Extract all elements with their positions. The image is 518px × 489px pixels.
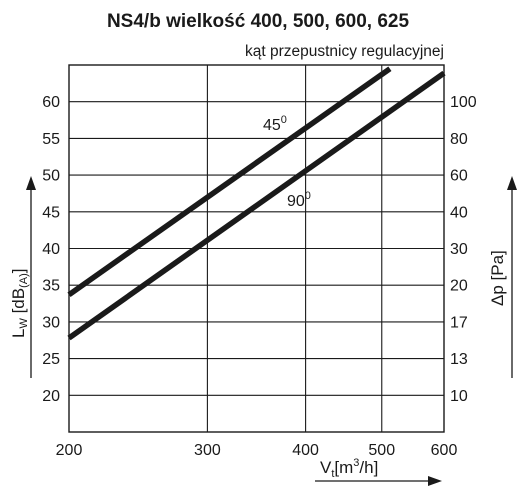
y-right-tick-label: 30 [450, 241, 468, 258]
y-left-axis-label: LW [dB(A)] [9, 268, 30, 338]
y-right-tick-label: 10 [450, 388, 468, 405]
x-axis-arrow-head [428, 476, 442, 486]
y-left-tick-label: 60 [42, 94, 60, 111]
y-left-tick-label: 50 [42, 168, 60, 185]
series-label-90: 900 [287, 190, 311, 210]
y-left-tick-label: 55 [42, 131, 60, 148]
y-right-tick-label: 100 [450, 94, 477, 111]
chart-subtitle: kąt przepustnicy regulacyjnej [245, 43, 444, 60]
x-tick-label: 400 [292, 442, 319, 459]
y-right-tick-label: 17 [450, 314, 468, 331]
y-right-tick-label: 60 [450, 168, 468, 185]
y-left-tick-label: 30 [42, 314, 60, 331]
plot-frame [68, 64, 445, 433]
y-left-tick-label: 25 [42, 351, 60, 368]
x-tick-label: 200 [56, 442, 83, 459]
series-label-45: 450 [263, 114, 287, 134]
x-axis-label: Vt[m3/h] [320, 457, 378, 480]
y-right-tick-label: 13 [450, 351, 468, 368]
x-tick-label: 600 [431, 442, 458, 459]
tick-labels: 20 10 25 13 30 17 35 20 40 30 45 40 50 60 55 80 60 100 200… [42, 94, 477, 459]
x-tick-label: 300 [194, 442, 221, 459]
x-tick-label: 500 [368, 442, 395, 459]
y-right-tick-label: 20 [450, 278, 468, 295]
y-left-tick-label: 20 [42, 388, 60, 405]
chart-title: NS4/b wielkość 400, 500, 600, 625 [107, 11, 410, 32]
y-left-tick-label: 45 [42, 204, 60, 221]
y-left-tick-label: 35 [42, 278, 60, 295]
y-right-tick-label: 40 [450, 204, 468, 221]
y-right-arrow-head [507, 176, 517, 190]
grid [69, 65, 444, 432]
series-layer: 450 900 [67, 66, 446, 341]
y-left-tick-label: 40 [42, 241, 60, 258]
y-right-axis-label: Δp [Pa] [488, 250, 507, 306]
y-right-tick-label: 80 [450, 131, 468, 148]
y-left-arrow-head [26, 176, 36, 190]
series-line-90 [67, 70, 446, 341]
series-line-45 [67, 66, 392, 297]
